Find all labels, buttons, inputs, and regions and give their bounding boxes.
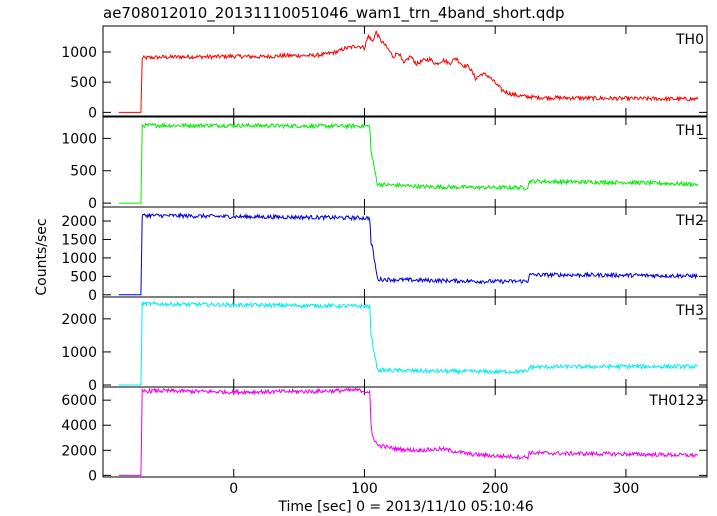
y-tick-label: 1000 [61,45,97,61]
series-line-th0 [118,30,699,113]
y-tick-label: 6000 [61,393,97,409]
x-axis-label: Time [sec] 0 = 2013/11/10 05:10:46 [277,499,533,515]
y-tick-label: 0 [88,288,97,304]
panel-th3: 0 1000 2000 TH3 [61,296,708,394]
panel-label: TH3 [675,303,704,319]
y-tick-label: 1500 [61,232,97,248]
y-tick-label: 0 [88,468,97,484]
panel-label: TH0123 [648,393,704,409]
chart-title: ae708012010_20131110051046_wam1_trn_4ban… [103,4,565,23]
panel-th0: 0 500 1000 TH0 [61,25,708,121]
x-tick-label: 100 [351,481,378,497]
panel-label: TH2 [675,213,704,229]
y-tick-label: 0 [88,196,97,212]
y-tick-label: 0 [88,378,97,394]
y-tick-label: 2000 [61,312,97,328]
panel-label: TH1 [675,123,704,139]
panel-frame [102,206,708,298]
panel-frame [102,386,708,478]
panel-th2: 0 500 1000 1500 2000 TH2 [61,206,708,304]
panel-th1: 0 500 1000 TH1 [61,116,708,212]
y-tick-label: 500 [70,75,97,91]
x-tick-label: 300 [613,481,640,497]
y-tick-label: 4000 [61,418,97,434]
y-tick-label: 2000 [61,214,97,230]
panel-label: TH0 [675,32,704,48]
series-line-th0123 [118,386,698,476]
y-axis-label: Counts/sec [34,218,50,295]
panel-frame [102,116,708,208]
y-tick-label: 1000 [61,251,97,267]
y-tick-label: 1000 [61,345,97,361]
y-tick-label: 500 [70,269,97,285]
y-tick-label: 500 [70,164,97,180]
y-tick-label: 1000 [61,131,97,147]
panel-frame [102,25,708,117]
series-line-th3 [118,300,699,386]
y-tick-label: 0 [88,105,97,121]
y-tick-label: 2000 [61,443,97,459]
series-line-th2 [118,212,699,296]
series-line-th1 [118,122,699,204]
panel-frame [102,296,708,388]
x-tick-label: 200 [482,481,509,497]
panel-th0123: 0 2000 4000 6000 TH0123 0 100 200 300 [61,386,708,497]
x-tick-label: 0 [229,481,238,497]
